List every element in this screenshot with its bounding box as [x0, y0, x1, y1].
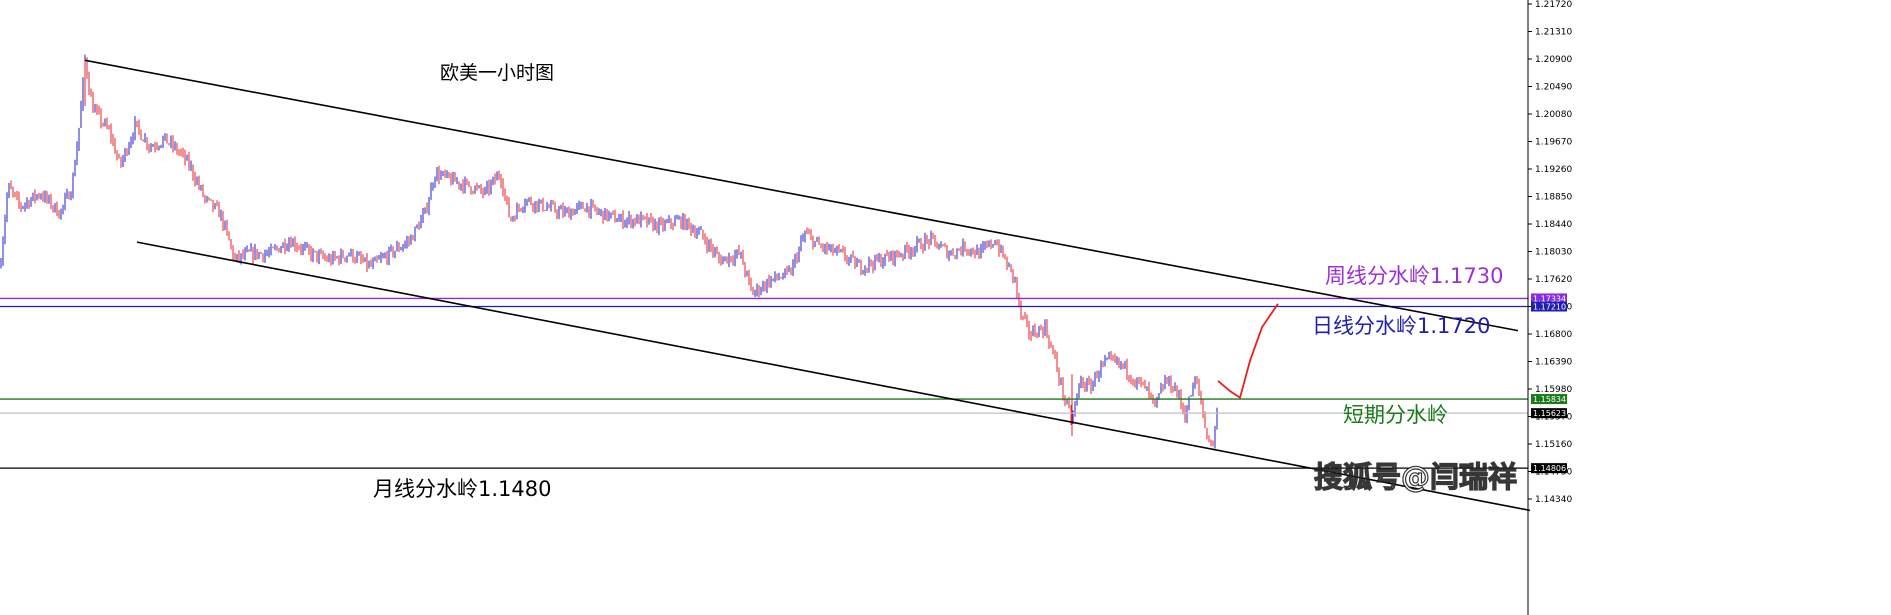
y-tick-label: 1.16390 — [1535, 358, 1572, 368]
levels-layer — [0, 297, 1528, 469]
y-tick-label: 1.19670 — [1535, 138, 1572, 148]
weekly-level-label: 周线分水岭1.1730 — [1325, 264, 1503, 288]
chart-title: 欧美一小时图 — [440, 62, 554, 84]
y-tick-label: 1.21720 — [1535, 0, 1572, 10]
channel-lower-line — [136, 241, 1531, 512]
y-tick-label: 1.21310 — [1535, 28, 1572, 38]
level-tag-text: 1.17334 — [1533, 294, 1566, 303]
level-tag-text: 1.15834 — [1533, 395, 1566, 404]
projection-path — [1217, 303, 1279, 400]
y-tick-label: 1.18850 — [1535, 193, 1572, 203]
y-tick-label: 1.20490 — [1535, 83, 1572, 93]
y-tick-label: 1.17620 — [1535, 275, 1572, 285]
price-axis: 1.21720 1.21310 1.20900 1.20490 1.20080 1.196… — [1528, 0, 1572, 505]
daily-level-label: 日线分水岭1.1720 — [1312, 314, 1490, 338]
monthly-level-label: 月线分水岭1.1480 — [373, 477, 551, 501]
channel-upper-line — [84, 59, 1519, 332]
y-tick-label: 1.18030 — [1535, 248, 1572, 258]
level-tag-box — [1531, 293, 1567, 304]
level-tag-box — [1531, 463, 1567, 474]
y-tick-label: 1.19260 — [1535, 165, 1572, 175]
projection-layer — [1217, 303, 1279, 400]
y-tick-label: 1.15160 — [1535, 440, 1572, 450]
y-tick-label: 1.18440 — [1535, 220, 1572, 230]
candles-layer — [0, 54, 1218, 449]
level-tag-box — [1531, 301, 1567, 312]
y-tick-label: 1.16800 — [1535, 330, 1572, 340]
level-tag-box — [1531, 394, 1567, 405]
y-tick-label: 1.15980 — [1535, 385, 1572, 395]
y-tick-label: 1.20080 — [1535, 110, 1572, 120]
level-tag-box — [1531, 408, 1567, 419]
short-level-label: 短期分水岭 — [1343, 403, 1448, 427]
level-tag-text: 1.14806 — [1533, 464, 1566, 473]
y-tick-label: 1.20900 — [1535, 55, 1572, 65]
level-tag-text: 1.15623 — [1533, 409, 1566, 418]
watermark: 搜狐号@闫瑞祥 — [1314, 460, 1517, 494]
y-tick-label: 1.14340 — [1535, 495, 1572, 505]
channel-layer — [84, 59, 1531, 512]
level-tag-text: 1.17210 — [1533, 303, 1566, 312]
